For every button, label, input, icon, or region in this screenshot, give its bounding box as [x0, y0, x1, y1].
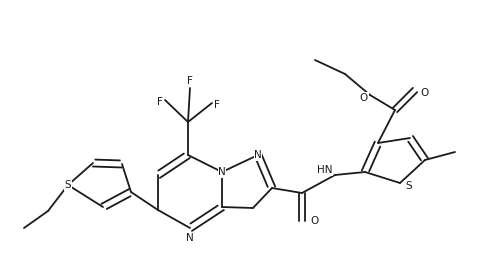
Text: S: S: [405, 181, 412, 191]
Text: F: F: [157, 97, 163, 107]
Text: N: N: [186, 233, 194, 243]
Text: N: N: [254, 150, 262, 160]
Text: O: O: [360, 93, 368, 103]
Text: O: O: [310, 216, 318, 226]
Text: F: F: [187, 76, 193, 86]
Text: O: O: [420, 88, 428, 98]
Text: N: N: [218, 167, 226, 177]
Text: HN: HN: [317, 165, 332, 175]
Text: F: F: [214, 100, 220, 110]
Text: S: S: [65, 180, 71, 190]
